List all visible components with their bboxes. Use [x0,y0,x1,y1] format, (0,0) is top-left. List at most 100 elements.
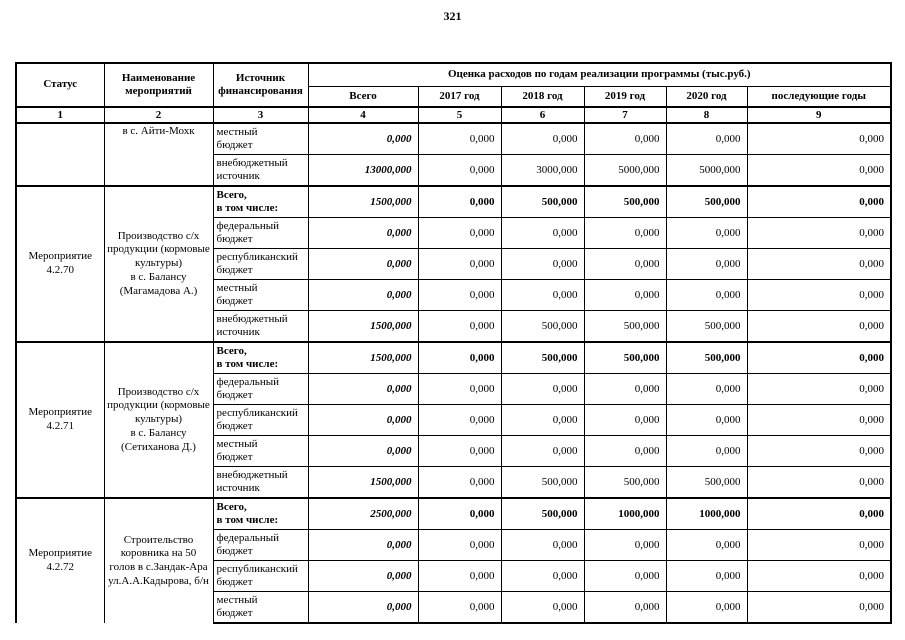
value-cell: 0,000 [500,248,585,280]
column-number: 4 [307,106,419,124]
column-number: 9 [746,106,892,124]
col-header-name: Наименование мероприятий [103,62,214,108]
value-cell: 0,000 [417,217,502,249]
value-cell: 0,000 [307,560,419,592]
value-cell: 0,000 [665,373,748,405]
col-header-year-2017: 2017 год [417,86,502,108]
activity-name-cell: Производство с/х продукции (кормовые кул… [103,341,214,499]
value-cell: 0,000 [746,248,892,280]
value-cell: 0,000 [417,560,502,592]
value-cell: 0,000 [417,466,502,499]
value-cell: 0,000 [500,217,585,249]
value-cell: 0,000 [665,217,748,249]
col-header-subsequent-years: последующие годы [746,86,892,108]
value-cell: 5000,000 [583,154,667,187]
value-cell: 0,000 [500,591,585,624]
value-cell: 0,000 [417,404,502,436]
value-cell: 0,000 [746,497,892,530]
value-cell: 0,000 [307,404,419,436]
funding-source-cell: местный бюджет [212,435,309,467]
table-row: федеральный бюджет 0,000 0,000 0,000 0,000 0,… [16,217,892,249]
value-cell: 0,000 [307,248,419,280]
value-cell: 0,000 [307,122,419,155]
col-header-costs-group: Оценка расходов по годам реализации прог… [307,62,892,87]
value-cell: 0,000 [746,217,892,249]
value-cell: 0,000 [417,310,502,343]
value-cell: 1500,000 [307,310,419,343]
value-cell: 3000,000 [500,154,585,187]
table-row: местный бюджет 0,000 0,000 0,000 0,000 0,000 0… [16,435,892,467]
value-cell: 500,000 [665,341,748,374]
value-cell: 0,000 [746,310,892,343]
col-header-year-2019: 2019 год [583,86,667,108]
value-cell: 0,000 [417,591,502,624]
value-cell: 0,000 [307,217,419,249]
value-cell: 0,000 [307,279,419,311]
value-cell: 2500,000 [307,497,419,530]
value-cell: 0,000 [746,435,892,467]
table-row: Мероприятие 4.2.71 Производство с/х проду… [15,341,892,499]
value-cell: 500,000 [665,185,748,218]
value-cell: 500,000 [583,341,667,374]
value-cell: 1500,000 [307,466,419,499]
value-cell: 0,000 [500,529,585,561]
value-cell: 0,000 [665,529,748,561]
column-number: 5 [417,106,502,124]
activity-name-cell: Производство с/х продукции (кормовые кул… [103,185,214,343]
value-cell: 0,000 [665,404,748,436]
value-cell: 0,000 [583,560,667,592]
value-cell: 0,000 [746,529,892,561]
value-cell: 0,000 [746,154,892,187]
column-number: 2 [103,106,214,124]
funding-source-cell: федеральный бюджет [212,217,309,249]
value-cell: 0,000 [746,279,892,311]
value-cell: 0,000 [746,404,892,436]
value-cell: 1000,000 [665,497,748,530]
funding-source-cell: местный бюджет [212,122,309,155]
value-cell: 0,000 [417,154,502,187]
activity-name-cell: Строительство коровника на 50 голов в с.… [103,497,214,623]
value-cell: 0,000 [746,341,892,374]
value-cell: 0,000 [665,122,748,155]
table-row: федеральный бюджет 0,000 0,000 0,000 0,000 0,… [16,529,892,561]
col-header-source: Источник финансирования [212,62,309,108]
col-header-year-2018: 2018 год [500,86,585,108]
value-cell: 0,000 [583,404,667,436]
value-cell: 500,000 [500,341,585,374]
column-number: 6 [500,106,585,124]
value-cell: 0,000 [583,529,667,561]
table-row: местный бюджет 0,000 0,000 0,000 0,000 0,000 0… [16,279,892,311]
column-number: 7 [583,106,667,124]
funding-source-cell: внебюджетный источник [212,466,309,499]
value-cell: 0,000 [417,435,502,467]
value-cell: 500,000 [583,310,667,343]
funding-source-cell: республиканский бюджет [212,404,309,436]
value-cell: 0,000 [583,248,667,280]
table-body: в с. Айти-Мохк местный бюджет 0,000 0,000 0,… [15,122,892,624]
col-header-year-2020: 2020 год [665,86,748,108]
value-cell: 0,000 [307,591,419,624]
value-cell: 0,000 [500,122,585,155]
table-row: федеральный бюджет 0,000 0,000 0,000 0,000 0,… [16,373,892,405]
value-cell: 500,000 [665,466,748,499]
value-cell: 0,000 [746,560,892,592]
value-cell: 0,000 [500,404,585,436]
column-number: 1 [15,106,105,124]
value-cell: 0,000 [746,466,892,499]
table-row: Мероприятие 4.2.72 Строительство коровник… [15,497,892,623]
column-number: 8 [665,106,748,124]
funding-source-cell: федеральный бюджет [212,529,309,561]
value-cell: 0,000 [583,373,667,405]
table-row: республиканский бюджет 0,000 0,000 0,000 0,0… [16,560,892,592]
value-cell: 0,000 [417,497,502,530]
table-row: республиканский бюджет 0,000 0,000 0,000 0,0… [16,404,892,436]
funding-source-cell: местный бюджет [212,591,309,624]
value-cell: 0,000 [746,591,892,624]
funding-source-cell: внебюджетный источник [212,310,309,343]
funding-source-cell: республиканский бюджет [212,248,309,280]
value-cell: 5000,000 [665,154,748,187]
value-cell: 1000,000 [583,497,667,530]
column-number: 3 [212,106,309,124]
value-cell: 0,000 [500,560,585,592]
